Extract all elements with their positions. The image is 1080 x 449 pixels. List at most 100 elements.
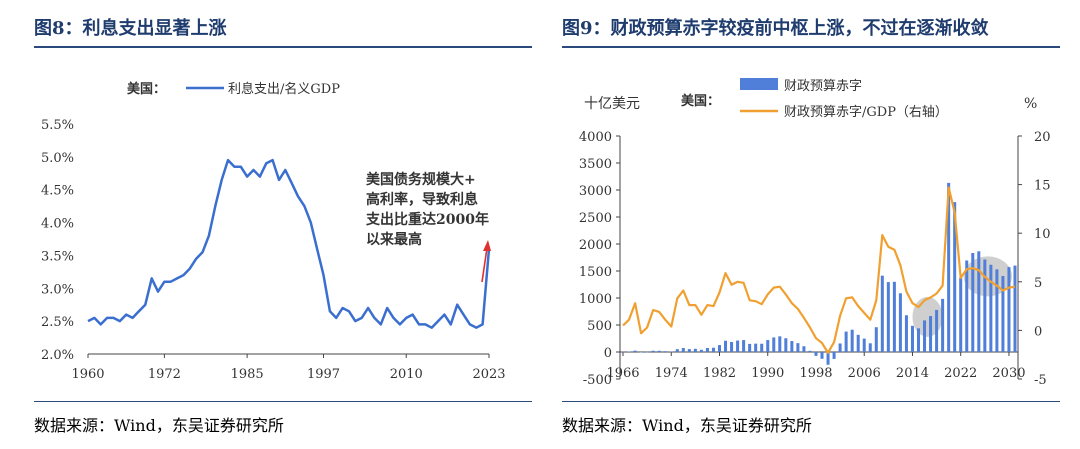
x-tick-label: 2030 (992, 366, 1025, 381)
interest-expense-line (87, 158, 491, 329)
left-y-tick-label: 3500 (579, 157, 612, 172)
y-tick-label: 2.0% (41, 348, 74, 363)
y-tick-label: 5.5% (41, 118, 74, 133)
deficit-bar (838, 343, 842, 352)
deficit-bar (862, 338, 866, 352)
deficit-bar (651, 350, 655, 352)
legend-label: 利息支出/名义GDP (228, 81, 340, 97)
legend-line-label: 财政预算赤字/GDP（右轴） (784, 105, 948, 120)
deficit-bar (929, 316, 933, 352)
right-y-tick-label: -5 (1034, 373, 1047, 388)
left-axis-unit: 十亿美元 (584, 96, 640, 112)
deficit-bar (868, 343, 872, 352)
annotation-arrowhead (483, 240, 491, 251)
left-source-rule (34, 401, 532, 402)
deficit-bar (953, 202, 957, 352)
deficit-bar (663, 351, 667, 352)
y-tick-label: 4.0% (41, 217, 74, 232)
annotation-text: 美国债务规模大+ (366, 171, 476, 188)
right-y-tick-label: 5 (1034, 276, 1042, 291)
deficit-bar (820, 352, 824, 359)
left-y-tick-label: 3000 (579, 184, 612, 199)
deficit-bar (983, 259, 987, 352)
deficit-bar (904, 315, 908, 352)
right-title-rule (562, 46, 1060, 48)
deficit-bar (766, 340, 770, 352)
deficit-bar (699, 349, 703, 352)
deficit-bar (814, 352, 818, 356)
legend-bar-label: 财政预算赤字 (784, 79, 862, 94)
deficit-bar (693, 348, 697, 352)
x-tick-label: 2010 (390, 367, 423, 382)
deficit-bar (977, 251, 981, 352)
deficit-bar (784, 338, 788, 352)
annotation-arrow (481, 247, 488, 283)
deficit-bar (995, 269, 999, 352)
deficit-bar (657, 350, 661, 352)
deficit-bar (669, 351, 673, 353)
x-tick-label: 1982 (703, 366, 736, 381)
y-tick-label: 4.5% (41, 184, 74, 199)
annotation-text: 以来最高 (366, 231, 422, 248)
legend-prefix: 美国： (127, 81, 166, 97)
deficit-bar (880, 275, 884, 352)
legend-bar-swatch (740, 78, 778, 90)
deficit-bar (1013, 265, 1017, 352)
right-source-note: 数据来源：Wind，东吴证券研究所 (562, 416, 812, 435)
deficit-bar (989, 264, 993, 352)
left-chart-title: 图8：利息支出显著上涨 (34, 18, 227, 39)
right-y-tick-label: 0 (1034, 324, 1042, 339)
left-y-tick-label: -500 (583, 373, 612, 388)
deficit-bar (916, 328, 921, 352)
y-tick-label: 2.5% (41, 315, 74, 330)
deficit-bar (826, 352, 830, 365)
right-source-rule (562, 401, 1060, 402)
y-tick-label: 3.0% (41, 282, 74, 297)
deficit-bar (947, 182, 951, 352)
right-chart-title: 图9：财政预算赤字较疫前中枢上涨，不过在逐渐收敛 (562, 18, 989, 39)
deficit-bar (874, 327, 878, 352)
left-y-tick-label: 1000 (579, 292, 612, 307)
deficit-gdp-line (622, 186, 1016, 354)
deficit-bar (705, 348, 709, 352)
x-tick-label: 1960 (71, 367, 104, 382)
left-y-tick-label: 1500 (579, 265, 612, 280)
x-tick-label: 2023 (472, 367, 505, 382)
deficit-bar (856, 334, 860, 352)
x-tick-label: 2006 (848, 366, 881, 381)
deficit-bar (675, 349, 679, 352)
deficit-bar (1001, 276, 1005, 352)
deficit-bar (965, 260, 969, 352)
x-tick-label: 2014 (896, 366, 929, 381)
deficit-bar (802, 346, 806, 352)
right-axis-unit: % (1024, 96, 1037, 112)
annotation-text: 高利率，导致利息 (366, 191, 478, 208)
deficit-bar (898, 293, 902, 352)
deficit-bar (1007, 267, 1011, 352)
annotation-text: 支出比重达2000年 (365, 211, 489, 228)
deficit-bar (748, 343, 752, 352)
deficit-bar (935, 309, 939, 352)
y-tick-label: 5.0% (41, 151, 74, 166)
deficit-bar (778, 336, 782, 352)
deficit-bar (730, 342, 734, 352)
deficit-bar (886, 282, 890, 352)
x-tick-label: 1997 (307, 367, 340, 382)
deficit-bar (742, 340, 746, 352)
deficit-bar (850, 329, 854, 352)
x-tick-label: 1974 (655, 366, 688, 381)
legend-prefix: 美国： (681, 93, 720, 109)
deficit-bar (772, 337, 776, 352)
deficit-bar (941, 298, 945, 352)
deficit-bar (910, 325, 914, 352)
deficit-bar (971, 253, 975, 352)
deficit-bar (923, 320, 927, 352)
deficit-bar (711, 347, 715, 352)
deficit-bar (892, 281, 896, 352)
left-title-rule (34, 46, 532, 48)
deficit-bar (790, 341, 794, 352)
deficit-bar (621, 351, 625, 353)
deficit-bar (760, 343, 764, 352)
deficit-bar (639, 352, 643, 353)
